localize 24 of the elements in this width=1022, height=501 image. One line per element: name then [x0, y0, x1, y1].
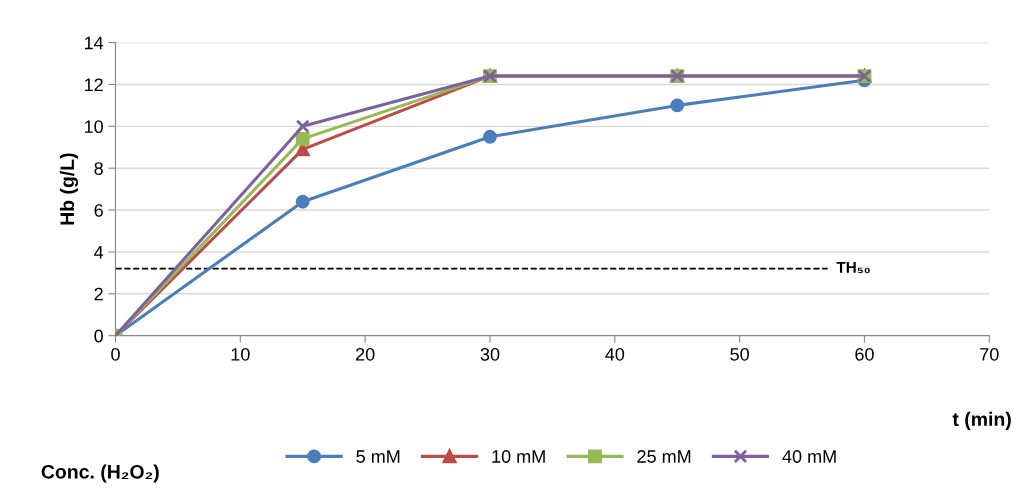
y-tick-label: 12	[84, 78, 103, 91]
legend-label: 40 mM	[782, 450, 836, 463]
y-tick-label: 2	[94, 287, 103, 301]
ref-line-label: TH₅₀	[836, 262, 870, 274]
x-tick-label: 60	[855, 347, 874, 361]
legend-label: 10 mM	[492, 450, 545, 463]
y-tick-label: 4	[94, 246, 104, 259]
legend-label: 25 mM	[637, 450, 691, 463]
y-tick-label: 0	[94, 329, 103, 343]
y-tick-label: 10	[84, 120, 103, 134]
y-tick-label: 14	[84, 36, 104, 50]
legend-label: 5 mM	[356, 450, 400, 463]
x-tick-label: 0	[111, 347, 120, 361]
y-axis-title: Hb (g/L)	[59, 153, 79, 225]
x-axis-title: t (min)	[952, 411, 1011, 430]
x-tick-label: 40	[605, 347, 625, 361]
y-tick-label: 6	[94, 204, 103, 217]
x-tick-label: 50	[730, 347, 749, 361]
y-tick-label: 8	[94, 162, 103, 175]
x-tick-label: 10	[231, 347, 250, 361]
x-tick-label: 70	[980, 347, 999, 361]
x-tick-label: 30	[480, 347, 500, 361]
x-tick-label: 20	[356, 347, 375, 361]
legend-title: Conc. (H₂O₂)	[41, 464, 159, 483]
